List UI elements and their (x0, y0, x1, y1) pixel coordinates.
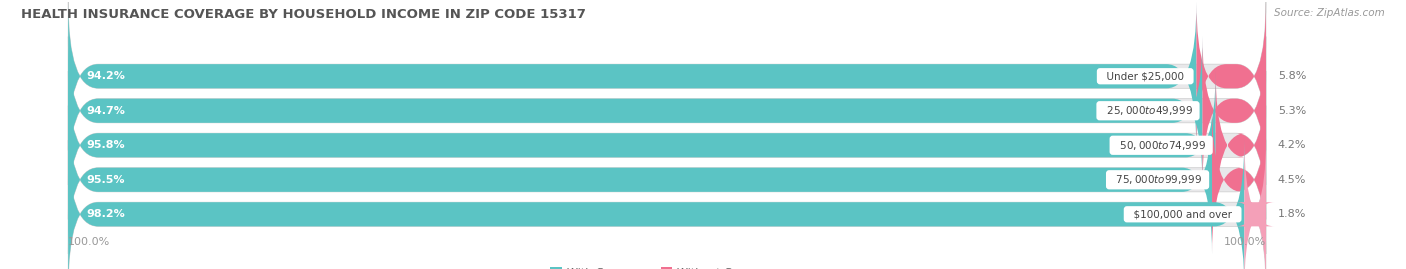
FancyBboxPatch shape (69, 2, 1197, 150)
FancyBboxPatch shape (69, 105, 1265, 254)
FancyBboxPatch shape (1197, 2, 1265, 150)
Text: 100.0%: 100.0% (69, 237, 111, 247)
Text: 95.5%: 95.5% (86, 175, 125, 185)
FancyBboxPatch shape (69, 71, 1265, 220)
FancyBboxPatch shape (69, 37, 1202, 185)
FancyBboxPatch shape (69, 71, 1216, 220)
Text: $50,000 to $74,999: $50,000 to $74,999 (1112, 139, 1209, 152)
Text: 1.8%: 1.8% (1278, 209, 1306, 219)
FancyBboxPatch shape (1202, 37, 1265, 185)
Text: 5.3%: 5.3% (1278, 106, 1306, 116)
Text: 4.2%: 4.2% (1278, 140, 1306, 150)
Text: $75,000 to $99,999: $75,000 to $99,999 (1109, 173, 1206, 186)
FancyBboxPatch shape (69, 37, 1265, 185)
Text: 4.5%: 4.5% (1278, 175, 1306, 185)
FancyBboxPatch shape (1236, 140, 1274, 269)
Text: $100,000 and over: $100,000 and over (1126, 209, 1239, 219)
Text: Under $25,000: Under $25,000 (1099, 71, 1191, 81)
Text: 94.2%: 94.2% (86, 71, 125, 81)
Text: 95.8%: 95.8% (86, 140, 125, 150)
Text: Source: ZipAtlas.com: Source: ZipAtlas.com (1274, 8, 1385, 18)
FancyBboxPatch shape (69, 105, 1212, 254)
Text: 100.0%: 100.0% (1223, 237, 1265, 247)
FancyBboxPatch shape (1216, 71, 1265, 220)
Text: HEALTH INSURANCE COVERAGE BY HOUSEHOLD INCOME IN ZIP CODE 15317: HEALTH INSURANCE COVERAGE BY HOUSEHOLD I… (21, 8, 586, 21)
Text: 94.7%: 94.7% (86, 106, 125, 116)
Text: 5.8%: 5.8% (1278, 71, 1306, 81)
FancyBboxPatch shape (69, 140, 1265, 269)
FancyBboxPatch shape (69, 140, 1244, 269)
FancyBboxPatch shape (1212, 105, 1265, 254)
FancyBboxPatch shape (69, 2, 1265, 150)
Text: $25,000 to $49,999: $25,000 to $49,999 (1099, 104, 1197, 117)
Legend: With Coverage, Without Coverage: With Coverage, Without Coverage (546, 263, 782, 269)
Text: 98.2%: 98.2% (86, 209, 125, 219)
